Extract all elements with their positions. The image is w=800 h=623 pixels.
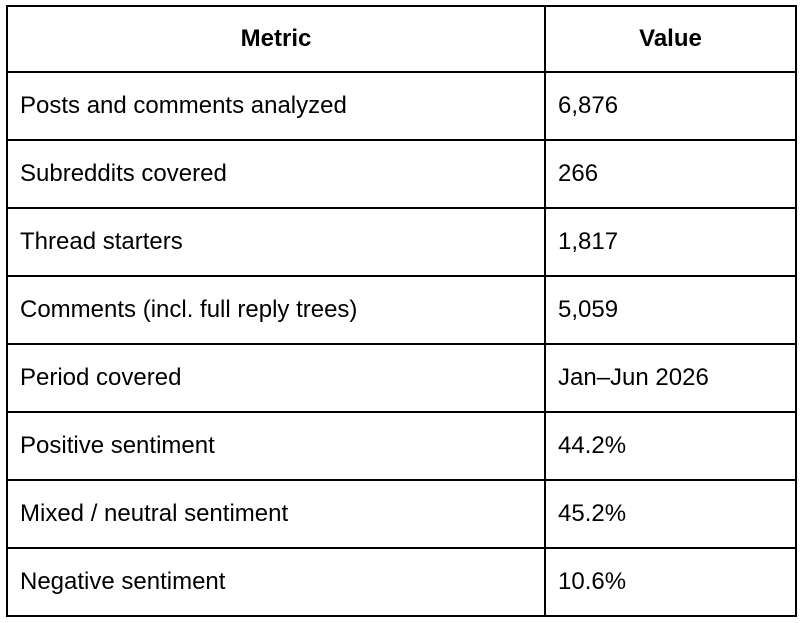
metric-cell: Positive sentiment <box>6 411 546 481</box>
table-row: Mixed / neutral sentiment 45.2% <box>6 479 797 549</box>
value-cell: 6,876 <box>544 71 797 141</box>
value-cell: 5,059 <box>544 275 797 345</box>
table-row: Comments (incl. full reply trees) 5,059 <box>6 275 797 345</box>
value-cell: Jan–Jun 2026 <box>544 343 797 413</box>
header-row: Metric Value <box>6 5 797 73</box>
table-row: Thread starters 1,817 <box>6 207 797 277</box>
table-body: Posts and comments analyzed 6,876 Subred… <box>6 71 797 617</box>
metric-cell: Comments (incl. full reply trees) <box>6 275 546 345</box>
table-row: Subreddits covered 266 <box>6 139 797 209</box>
value-cell: 10.6% <box>544 547 797 617</box>
value-cell: 266 <box>544 139 797 209</box>
table-header: Metric Value <box>6 5 797 73</box>
header-value: Value <box>544 5 797 73</box>
metric-cell: Period covered <box>6 343 546 413</box>
value-cell: 1,817 <box>544 207 797 277</box>
table-row: Positive sentiment 44.2% <box>6 411 797 481</box>
value-cell: 45.2% <box>544 479 797 549</box>
table-row: Period covered Jan–Jun 2026 <box>6 343 797 413</box>
table-row: Negative sentiment 10.6% <box>6 547 797 617</box>
value-cell: 44.2% <box>544 411 797 481</box>
metric-cell: Posts and comments analyzed <box>6 71 546 141</box>
metric-cell: Subreddits covered <box>6 139 546 209</box>
table-row: Posts and comments analyzed 6,876 <box>6 71 797 141</box>
metrics-table: Metric Value Posts and comments analyzed… <box>6 5 797 617</box>
metric-cell: Thread starters <box>6 207 546 277</box>
metric-cell: Negative sentiment <box>6 547 546 617</box>
header-metric: Metric <box>6 5 546 73</box>
metric-cell: Mixed / neutral sentiment <box>6 479 546 549</box>
